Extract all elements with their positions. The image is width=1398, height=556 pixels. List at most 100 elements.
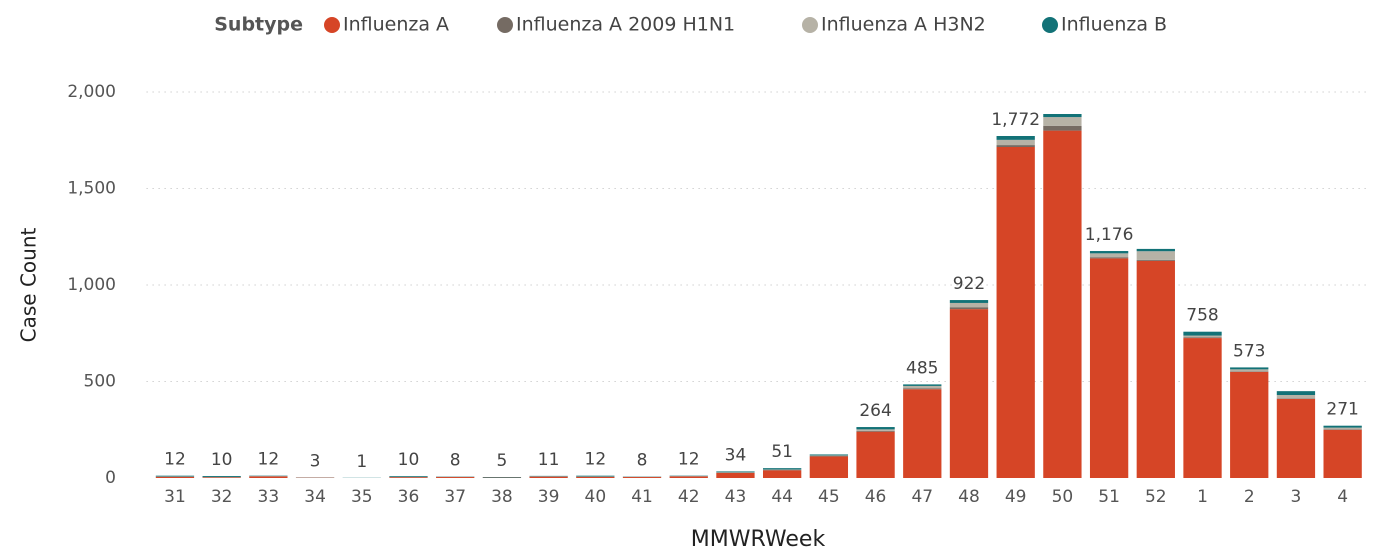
total-label: 3 [310,451,321,471]
total-label: 485 [906,358,938,378]
x-tick-label: 38 [491,487,513,507]
bar-segment [716,472,755,478]
total-label: 12 [258,450,280,470]
x-tick-label: 35 [351,487,373,507]
bar-segment [155,476,195,478]
bar-segment [622,477,662,478]
bar-segment [1043,114,1082,118]
bar-segment [1230,371,1269,478]
bar-segment [903,389,942,478]
legend-label: Influenza A H3N2 [821,14,986,36]
total-label: 271 [1326,400,1358,420]
total-label: 11 [538,450,560,470]
total-label: 12 [164,450,186,470]
total-label: 264 [859,401,891,421]
y-tick-label: 1,000 [67,275,116,295]
x-tick-label: 31 [164,487,186,507]
bar-segment [669,476,708,478]
total-label: 1 [356,452,367,472]
x-tick-label: 46 [865,487,887,507]
total-label: 8 [450,450,461,470]
bar-segment [809,456,849,478]
x-tick-label: 39 [538,487,560,507]
bar-segment [996,139,1035,146]
x-tick-label: 37 [444,487,466,507]
bar-segment [1230,367,1269,370]
bar-segment [763,470,802,478]
bar-segment [1323,429,1362,430]
total-label: 1,176 [1085,225,1134,245]
bar-segment [996,147,1035,478]
bar-segment [1183,337,1222,339]
bar-segment [903,385,942,389]
bar-segment [389,477,428,478]
bar-segment [1230,369,1269,372]
bar-segment [1136,251,1175,260]
x-tick-label: 47 [911,487,933,507]
bar-segment [856,430,895,432]
bar-segment [763,468,802,470]
bar-segment [1323,425,1362,428]
x-tick-label: 45 [818,487,840,507]
legend-swatch [802,17,818,33]
bar-segment [1043,125,1082,131]
x-tick-label: 49 [1005,487,1027,507]
bar-segment [1276,395,1316,399]
y-tick-label: 500 [84,372,116,392]
bar-segment [856,427,895,430]
bar-segment [1089,253,1129,258]
total-label: 5 [496,451,507,471]
bar-segment [1183,338,1222,478]
x-tick-label: 40 [585,487,607,507]
bar-segment [1276,391,1316,396]
bar-segment [1276,398,1316,399]
bar-segment [903,388,942,390]
total-label: 10 [398,450,420,470]
x-tick-label: 34 [304,487,326,507]
bar-segment [482,477,522,478]
legend-swatch [1042,17,1058,33]
bar-segment [1183,335,1222,338]
x-tick-label: 43 [725,487,747,507]
x-tick-label: 42 [678,487,700,507]
bar-segment [809,455,849,456]
legend-swatch [497,17,513,33]
bar-segment [1089,251,1129,254]
y-tick-label: 1,500 [67,179,116,199]
bar-segment [389,476,428,477]
bar-segment [996,145,1035,148]
x-tick-label: 41 [631,487,653,507]
y-tick-label: 2,000 [67,82,116,102]
y-tick-label: 0 [105,468,116,488]
bar-segment [903,384,942,386]
x-tick-label: 50 [1052,487,1074,507]
total-label: 12 [585,450,607,470]
bar-segment [1183,331,1222,336]
legend-title: Subtype [214,14,303,36]
x-tick-label: 48 [958,487,980,507]
bar-segment [202,477,241,478]
x-tick-label: 44 [771,487,793,507]
bar-segment [949,307,989,310]
x-tick-label: 1 [1197,487,1208,507]
bar-segment [1230,371,1269,372]
total-label: 573 [1233,341,1265,361]
bar-segment [529,476,568,478]
x-tick-label: 2 [1244,487,1255,507]
bar-segment [809,454,849,456]
bar-segment [1089,257,1129,259]
x-tick-label: 32 [211,487,233,507]
bar-segment [949,300,989,303]
legend-swatch [324,17,340,33]
bar-segment [856,431,895,478]
bar-segment [155,475,195,477]
bar-segment [576,476,615,478]
bar-segment [856,429,895,431]
legend-label: Influenza A [343,14,449,36]
legend-label: Influenza B [1061,14,1167,36]
total-label: 10 [211,450,233,470]
total-label: 34 [725,445,747,465]
total-label: 8 [637,450,648,470]
bar-segment [1276,398,1316,478]
